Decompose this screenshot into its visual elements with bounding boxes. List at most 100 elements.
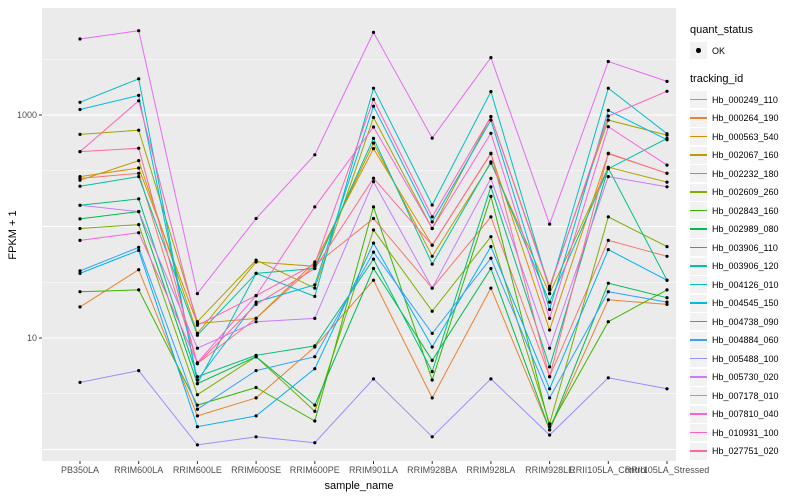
data-point [606, 114, 610, 118]
legend-key-box [690, 146, 707, 164]
data-point [606, 238, 610, 242]
data-point [313, 153, 317, 157]
legend-tracking-id-entries: Hb_000249_110 Hb_000264_190 Hb_000563_540 H… [690, 91, 800, 460]
data-point [254, 294, 258, 298]
legend-key-box [690, 313, 707, 330]
line-key-icon [690, 98, 707, 101]
data-point [665, 245, 669, 249]
data-point [489, 215, 493, 219]
data-point [78, 269, 82, 273]
data-point [606, 108, 610, 112]
data-point [313, 283, 317, 287]
line-key-icon [690, 265, 707, 267]
legend-item-label: Hb_004884_060 [712, 335, 779, 345]
data-point [665, 180, 669, 184]
data-point [489, 185, 493, 189]
data-point [78, 37, 82, 41]
data-point [195, 378, 199, 382]
line-key-icon [690, 431, 707, 434]
data-point [606, 86, 610, 90]
data-point [606, 320, 610, 324]
data-point [78, 226, 82, 231]
legend-key-box [690, 424, 707, 441]
data-point [313, 264, 317, 268]
data-point [195, 407, 199, 411]
legend-item-label: Hb_000264_190 [712, 113, 779, 123]
legend-item-Hb_000563_540: Hb_000563_540 [690, 128, 800, 145]
data-point [606, 376, 610, 380]
data-point [665, 278, 669, 282]
line-key-icon [690, 117, 707, 119]
x-tick-label: RRIM600LA [114, 465, 163, 475]
data-point [665, 296, 669, 300]
line-key-icon [690, 228, 707, 230]
data-point [430, 370, 434, 374]
data-point [78, 107, 82, 112]
data-point [371, 205, 376, 209]
data-point [665, 185, 669, 189]
data-point [371, 97, 376, 101]
legend-item-Hb_000249_110: Hb_000249_110 [690, 91, 800, 108]
y-tick-label: 10 [27, 333, 37, 343]
legend-key-box [690, 239, 707, 256]
data-point [548, 428, 552, 432]
data-point [606, 118, 610, 122]
data-point [430, 345, 434, 349]
legend-item-Hb_002067_160: Hb_002067_160 [690, 146, 800, 164]
legend-item-label: Hb_000249_110 [712, 94, 778, 105]
legend-item-Hb_000264_190: Hb_000264_190 [690, 109, 800, 127]
data-point [665, 89, 669, 93]
data-point [606, 151, 610, 155]
data-point [195, 320, 199, 324]
data-point [78, 100, 82, 104]
data-point [430, 136, 434, 140]
data-point [195, 375, 199, 379]
legend-item-Hb_002989_080: Hb_002989_080 [690, 220, 800, 238]
data-point [254, 435, 258, 439]
data-point [430, 435, 434, 439]
data-point [78, 380, 82, 384]
data-point [489, 256, 493, 260]
data-point [78, 178, 82, 182]
line-key-icon [690, 283, 707, 286]
data-point [489, 194, 493, 198]
legend-item-Hb_004126_010: Hb_004126_010 [690, 276, 800, 293]
line-key-icon [690, 172, 707, 175]
data-point [254, 302, 258, 306]
data-point [430, 226, 434, 231]
legend-item-label: Hb_007178_010 [712, 390, 779, 401]
data-point [137, 197, 141, 201]
legend-key-box [690, 165, 707, 182]
data-point [489, 90, 493, 94]
data-point [548, 292, 552, 296]
line-key-icon [690, 413, 707, 415]
point-key-icon [696, 48, 701, 53]
legend-item-label: Hb_010931_100 [712, 427, 779, 438]
data-point [78, 305, 82, 309]
legend-item-label: OK [712, 45, 726, 56]
data-point [195, 362, 199, 366]
data-point [489, 56, 493, 60]
y-tick-label: 1000 [17, 110, 37, 120]
data-point [313, 367, 317, 371]
legend-key-box [690, 202, 707, 219]
data-point [137, 93, 141, 97]
data-point [430, 378, 434, 382]
data-point [371, 141, 376, 145]
data-point [665, 300, 669, 304]
legend-item-label: Hb_004545_150 [712, 298, 779, 308]
data-point [548, 307, 552, 312]
data-point [489, 115, 493, 119]
data-point [78, 132, 82, 136]
data-point [665, 163, 669, 167]
x-axis-title: sample_name [324, 480, 394, 492]
legend-item-quant-ok: OK [690, 42, 800, 59]
legend-item-Hb_007810_040: Hb_007810_040 [690, 405, 800, 423]
legend-item-Hb_004545_150: Hb_004545_150 [690, 294, 800, 312]
legend-item-label: Hb_000563_540 [712, 131, 779, 142]
x-tick-label: RRIM928BA [407, 465, 457, 475]
data-point [371, 125, 376, 129]
data-point [371, 257, 376, 261]
data-point [665, 302, 669, 306]
